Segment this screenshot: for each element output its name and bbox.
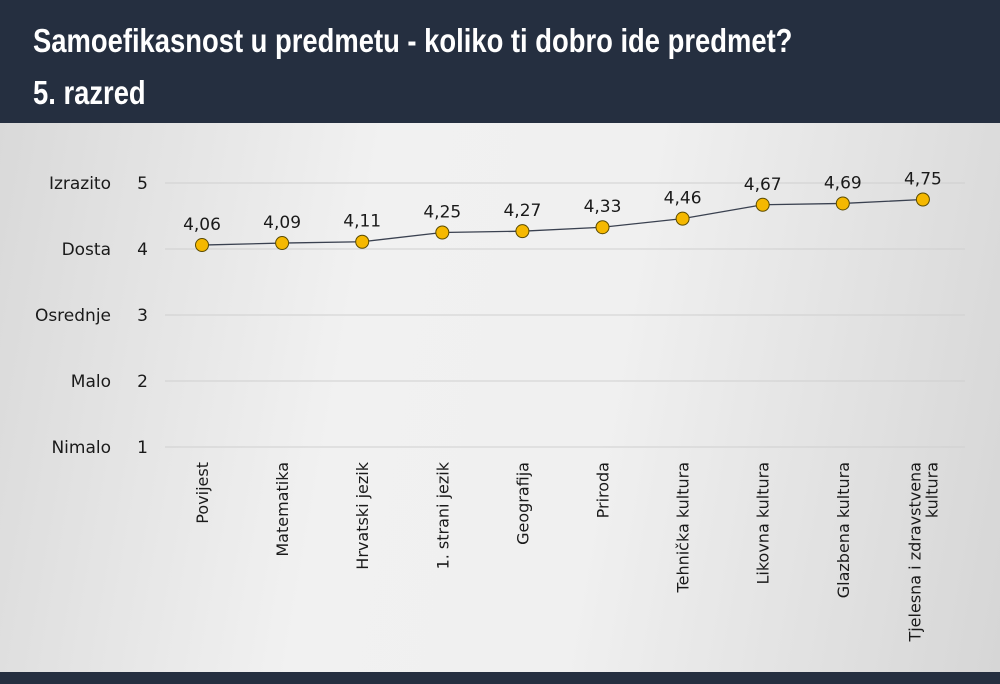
data-point: [515, 224, 530, 239]
y-category-label: Osrednje: [35, 306, 111, 326]
data-point: [835, 196, 850, 211]
data-label: 4,75: [904, 170, 942, 190]
data-point: [675, 211, 690, 226]
x-tick-label: Povijest: [193, 462, 212, 524]
x-tick-label: Priroda: [594, 462, 613, 518]
y-tick-label: 3: [137, 306, 148, 326]
y-category-label: Izrazito: [49, 174, 111, 194]
data-label: 4,69: [824, 173, 862, 193]
x-tick-label: Glazbena kultura: [834, 462, 853, 598]
x-tick-label: 1. strani jezik: [433, 461, 452, 569]
data-label: 4,09: [263, 213, 301, 233]
data-point: [275, 236, 290, 251]
y-tick-label: 5: [137, 174, 148, 194]
y-category-label: Dosta: [62, 240, 111, 260]
x-tick-label: Geografija: [513, 462, 532, 545]
series-line: [201, 198, 923, 246]
y-tick-label: 4: [137, 240, 148, 260]
data-point: [915, 192, 930, 207]
chart-header: Samoefikasnost u predmetu - koliko ti do…: [0, 0, 1000, 123]
data-label: 4,11: [343, 212, 381, 232]
data-label: 4,33: [584, 197, 622, 217]
chart-title: Samoefikasnost u predmetu - koliko ti do…: [33, 22, 793, 59]
data-point: [595, 220, 610, 235]
data-label: 4,27: [503, 201, 541, 221]
data-label: 4,06: [183, 215, 221, 235]
data-label: 4,67: [744, 175, 782, 195]
data-point: [195, 238, 209, 253]
y-category-label: Nimalo: [51, 438, 111, 458]
chart-subtitle: 5. razred: [33, 74, 146, 111]
footer-bar: [0, 672, 1000, 684]
data-label: 4,46: [664, 189, 702, 209]
data-label: 4,25: [423, 203, 461, 223]
x-tick-label: Matematika: [273, 462, 292, 557]
x-tick-label: kultura: [922, 462, 941, 518]
x-tick-label: Likovna kultura: [754, 462, 773, 585]
x-tick-label: Tehnička kultura: [674, 462, 693, 593]
plot-background: [0, 123, 1000, 672]
data-point: [435, 225, 450, 240]
y-tick-label: 2: [137, 372, 148, 392]
data-point: [355, 234, 370, 249]
x-tick-label: Tjelesna i zdravstvena: [905, 462, 924, 643]
y-tick-label: 1: [137, 438, 148, 458]
y-category-label: Malo: [71, 372, 111, 392]
data-point: [755, 197, 770, 212]
x-tick-label: Hrvatski jezik: [353, 461, 372, 569]
